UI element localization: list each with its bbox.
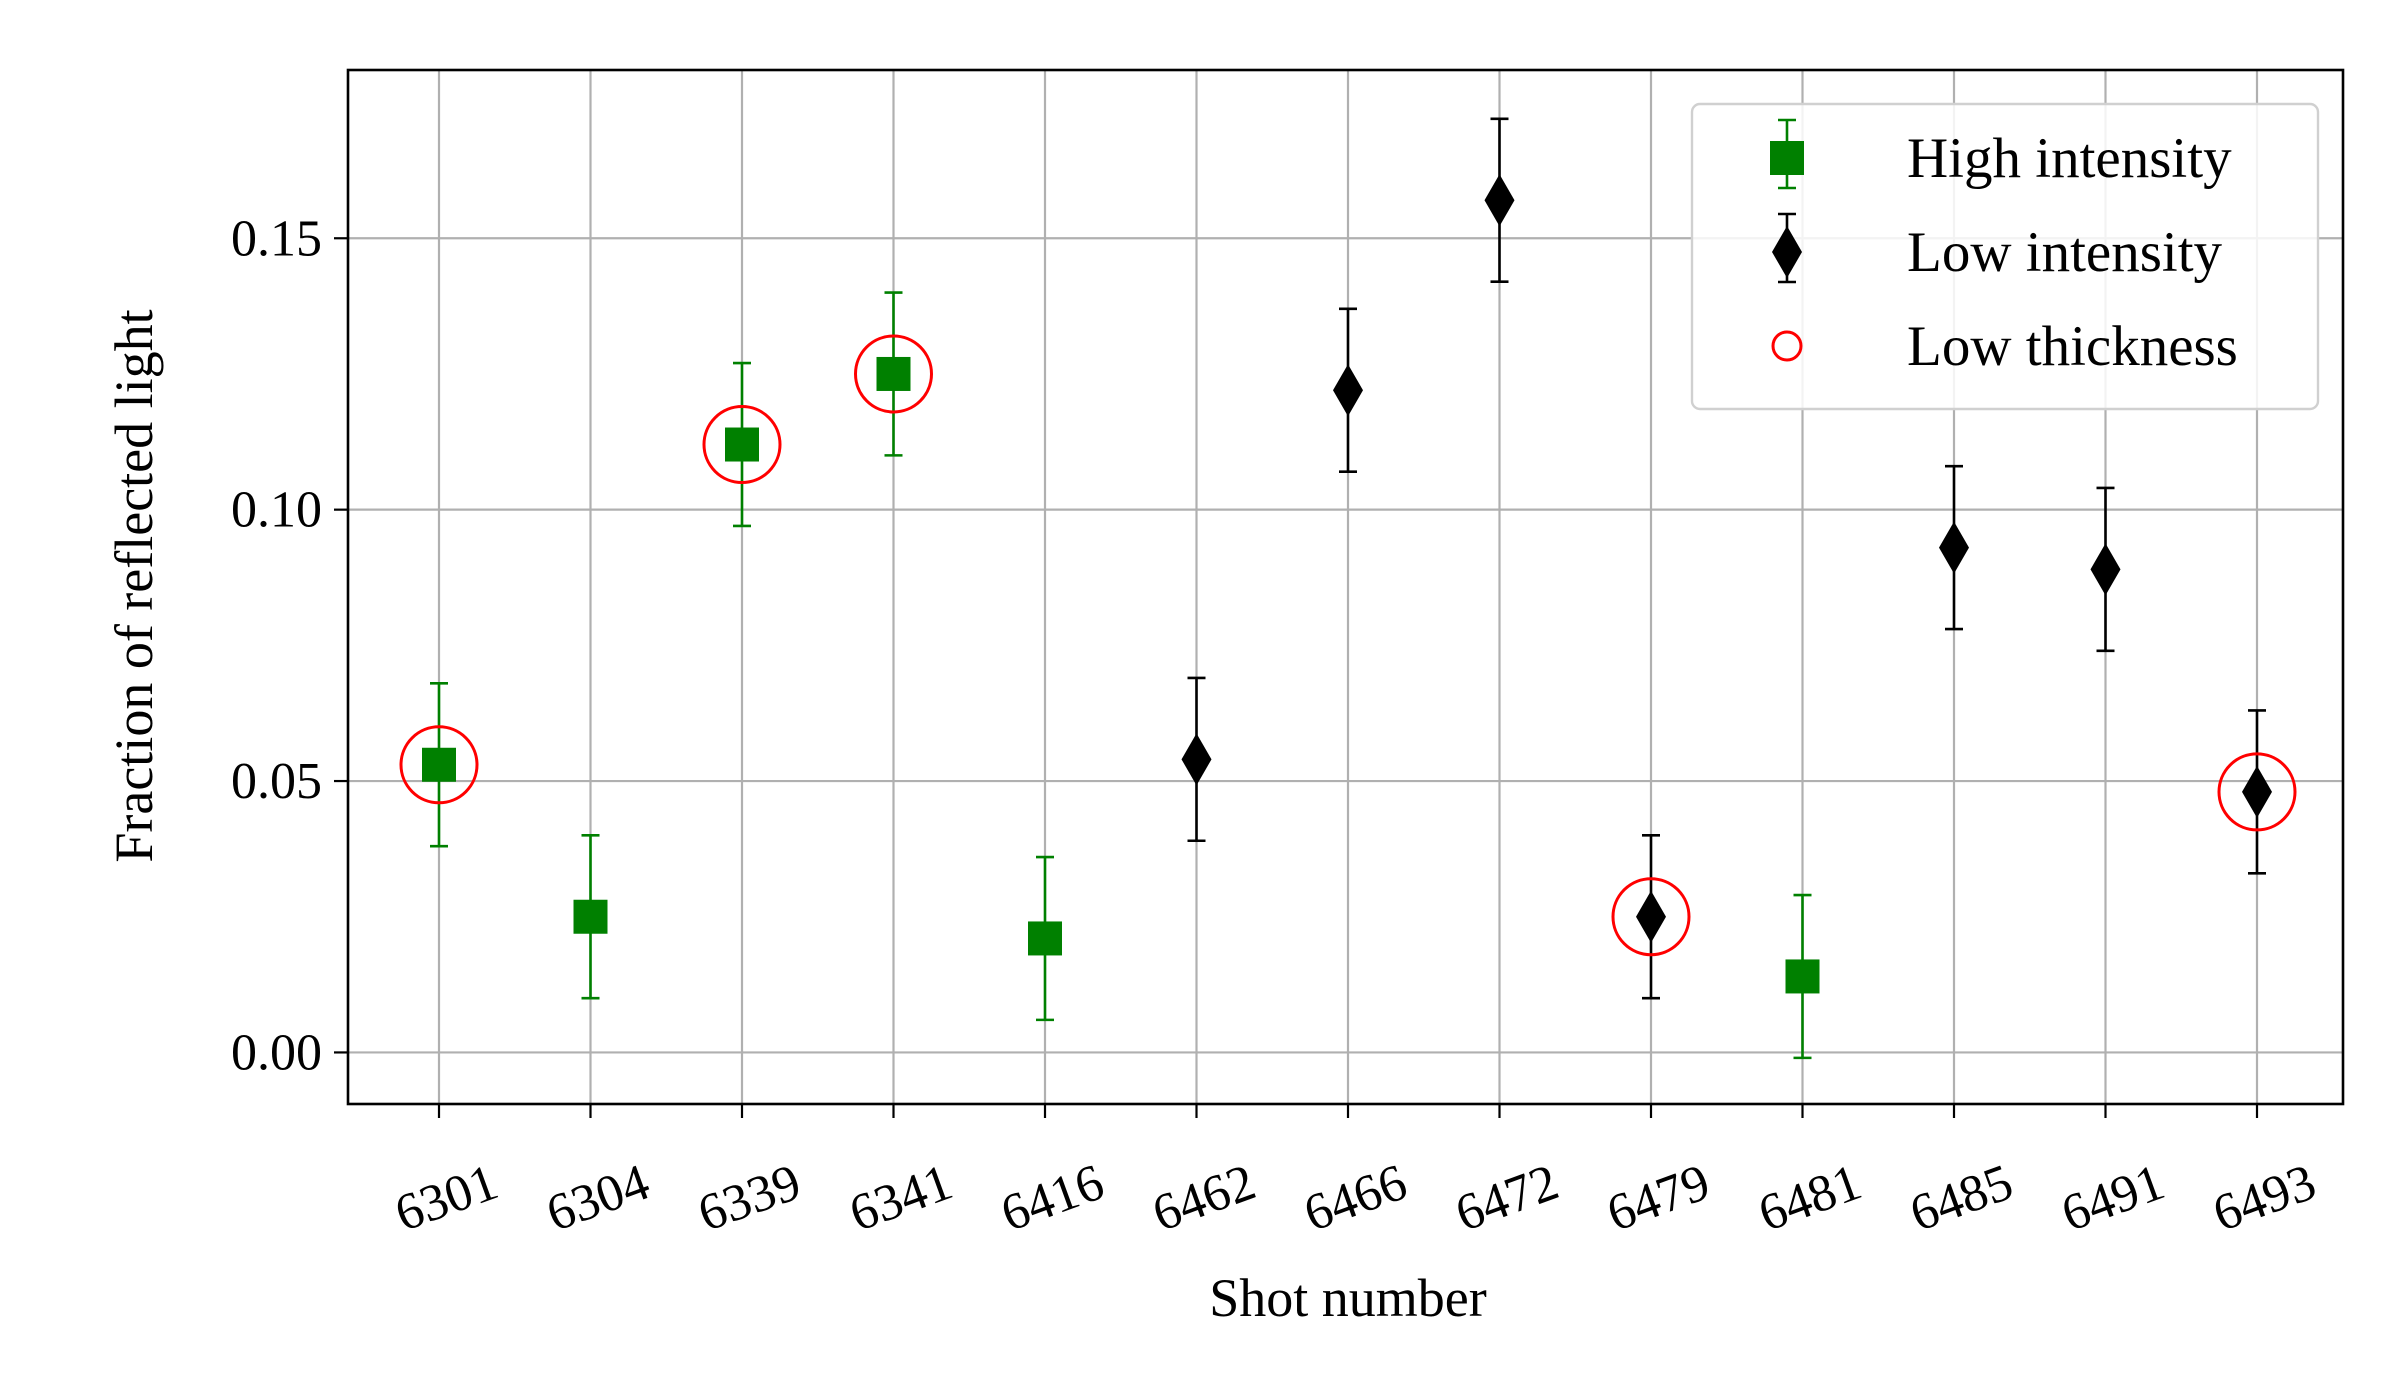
diamond-marker xyxy=(1772,226,1802,278)
open-circle-marker xyxy=(399,725,479,805)
data-marks xyxy=(399,117,2297,1060)
x-tick-label: 6416 xyxy=(994,1154,1111,1243)
x-tick-label: 6485 xyxy=(1903,1154,2020,1243)
x-tick-label: 6301 xyxy=(388,1154,505,1243)
y-axis-label: Fraction of reflected light xyxy=(104,309,164,862)
legend-entry-label: High intensity xyxy=(1907,127,2232,190)
x-tick-label: 6481 xyxy=(1751,1154,1868,1243)
square-marker xyxy=(1785,959,1820,994)
x-tick-label: 6341 xyxy=(842,1154,959,1243)
square-marker xyxy=(422,747,456,782)
diamond-marker xyxy=(1484,174,1515,227)
x-tick-label: 6339 xyxy=(691,1154,808,1243)
x-tick-label: 6479 xyxy=(1600,1154,1717,1243)
square-marker xyxy=(1028,921,1062,956)
open-circle-marker xyxy=(1611,877,1691,957)
square-marker xyxy=(573,899,608,934)
y-tick-label: 0.05 xyxy=(231,753,322,810)
diamond-marker xyxy=(1181,733,1212,786)
diamond-marker xyxy=(1333,364,1363,417)
legend-box xyxy=(1690,102,2320,411)
y-tick-label: 0.10 xyxy=(231,482,322,539)
legend-entry-label: Low intensity xyxy=(1907,221,2223,284)
x-axis-label: Shot number xyxy=(1209,1268,1487,1328)
open-circle-marker xyxy=(854,334,933,414)
open-circle-marker xyxy=(2217,752,2297,832)
x-tick-label: 6466 xyxy=(1297,1154,1414,1243)
x-tick-label: 6462 xyxy=(1145,1154,1262,1243)
square-marker xyxy=(725,427,759,462)
y-tick-label: 0.15 xyxy=(231,210,322,267)
x-tick-label: 6491 xyxy=(2054,1154,2171,1243)
x-tick-label: 6304 xyxy=(539,1154,656,1243)
square-marker xyxy=(876,356,911,391)
diamond-marker xyxy=(2090,543,2121,596)
square-marker xyxy=(1770,141,1804,175)
legend-entry-label: Low thickness xyxy=(1907,315,2238,378)
open-circle-marker xyxy=(1771,330,1803,362)
diamond-marker xyxy=(1636,890,1666,943)
diamond-marker xyxy=(1939,521,1969,574)
plot-frame xyxy=(346,68,2345,1106)
x-tick-label: 6493 xyxy=(2206,1154,2323,1243)
y-tick-label: 0.00 xyxy=(231,1024,322,1081)
legend: High intensity Low intensity Low thickness xyxy=(1690,102,2320,411)
open-circle-marker xyxy=(702,405,782,485)
x-tick-label: 6472 xyxy=(1448,1154,1565,1243)
diamond-marker xyxy=(2242,765,2272,818)
